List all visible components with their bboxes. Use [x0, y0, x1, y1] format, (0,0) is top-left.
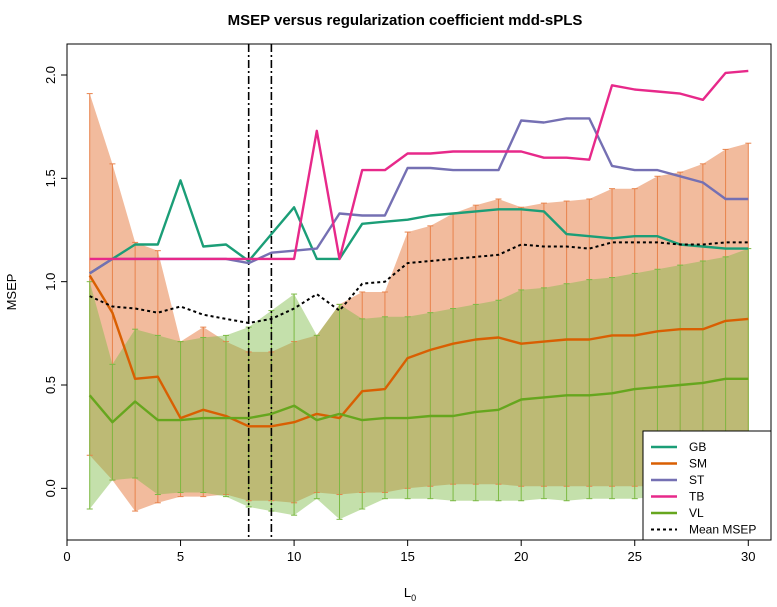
legend-box — [642, 430, 772, 541]
series-line-mean-msep — [89, 241, 749, 324]
series-line-sm — [88, 274, 749, 428]
legend-label-gb: GB — [689, 440, 706, 454]
x-axis-label-subscript: 0 — [411, 593, 416, 603]
y-tick-label: 1.0 — [43, 273, 58, 291]
x-tick-label: 20 — [514, 549, 528, 564]
y-tick-label: 1.5 — [43, 169, 58, 187]
legend-label-tb: TB — [689, 490, 704, 504]
x-tick-label: 0 — [63, 549, 70, 564]
legend-label-sm: SM — [689, 457, 707, 471]
band-vl — [89, 248, 749, 520]
y-tick-label: 0.5 — [43, 376, 58, 394]
legend: GB SM ST TB VL Mean MSEP — [642, 430, 772, 541]
y-axis-label: MSEP — [4, 274, 19, 311]
series-line-vl — [88, 377, 749, 424]
y-tick-label: 2.0 — [43, 66, 58, 84]
x-tick-label: 30 — [741, 549, 755, 564]
plot-area — [86, 44, 752, 540]
x-tick-label: 10 — [287, 549, 301, 564]
confidence-bands — [89, 93, 749, 520]
legend-label-st: ST — [689, 473, 705, 487]
band-sm — [89, 93, 749, 512]
chart-title: MSEP versus regularization coefficient m… — [228, 12, 583, 29]
x-axis-label: L0 — [404, 585, 416, 603]
x-tick-label: 15 — [400, 549, 414, 564]
y-axis: 0.0 0.5 1.0 1.5 2.0 — [43, 66, 68, 497]
legend-label-mean-msep: Mean MSEP — [689, 523, 756, 537]
series-line-tb — [89, 69, 749, 261]
x-tick-label: 25 — [628, 549, 642, 564]
series-lines — [88, 69, 749, 428]
y-tick-label: 0.0 — [43, 479, 58, 497]
x-tick-label: 5 — [177, 549, 184, 564]
series-line-gb — [89, 179, 749, 275]
x-axis: 0 5 10 15 20 25 30 — [63, 539, 756, 564]
selected-l0-lines — [247, 44, 273, 540]
legend-label-vl: VL — [689, 506, 704, 520]
